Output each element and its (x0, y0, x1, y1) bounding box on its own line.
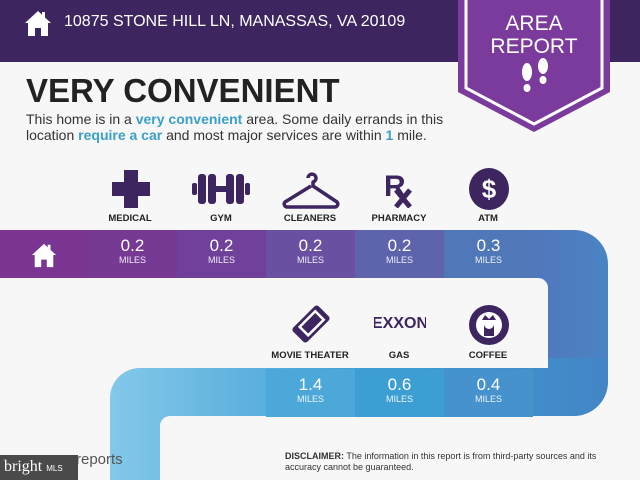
label-gym: GYM (210, 213, 232, 224)
distance-pharmacy: 0.2 MILES (355, 230, 444, 278)
label-medical: MEDICAL (108, 213, 152, 224)
label-pharmacy: PHARMACY (371, 213, 427, 224)
hanger-icon (282, 172, 340, 209)
label-cleaners: CLEANERS (283, 213, 337, 224)
label-movie-theater: MOVIE THEATER (271, 350, 349, 361)
reports-logo: reports (76, 451, 123, 468)
badge-line1: AREA (505, 12, 563, 35)
exxon-logo: EXXON (374, 315, 426, 332)
page-title: VERY CONVENIENT (26, 72, 340, 109)
label-coffee: COFFEE (468, 350, 508, 361)
starbucks-logo (469, 305, 509, 345)
label-atm: ATM (478, 213, 498, 224)
distance-coffee: 0.4 MILES (444, 369, 533, 417)
distance-cleaners: 0.2 MILES (266, 230, 355, 278)
summary-text: This home is in a very convenient area. … (26, 111, 444, 143)
home-cell (0, 230, 88, 278)
distance-medical: 0.2 MILES (88, 230, 177, 278)
distance-gym: 0.2 MILES (177, 230, 266, 278)
bright-mls-watermark: bright MLS (0, 455, 78, 480)
distance-atm: 0.3 MILES (444, 230, 533, 278)
medical-cross-icon (112, 170, 150, 208)
area-report-badge (458, 0, 610, 132)
badge-line2: REPORT (490, 35, 578, 58)
disclaimer: DISCLAIMER: The information in this repo… (285, 451, 597, 472)
dumbbell-icon (192, 174, 250, 204)
house-icon (25, 11, 51, 36)
distance-movie-theater: 1.4 MILES (266, 369, 355, 417)
footprints-icon (522, 58, 548, 92)
house-icon (31, 243, 57, 268)
svg-text:$: $ (482, 174, 497, 204)
property-address: 10875 STONE HILL LN, MANASSAS, VA 20109 (64, 13, 406, 30)
dollar-icon: $ (469, 168, 509, 210)
ticket-icon (292, 305, 330, 343)
label-gas: GAS (388, 350, 410, 361)
svg-text:EXXON: EXXON (374, 315, 426, 332)
distance-gas: 0.6 MILES (355, 369, 444, 417)
rx-icon: R (384, 170, 412, 208)
